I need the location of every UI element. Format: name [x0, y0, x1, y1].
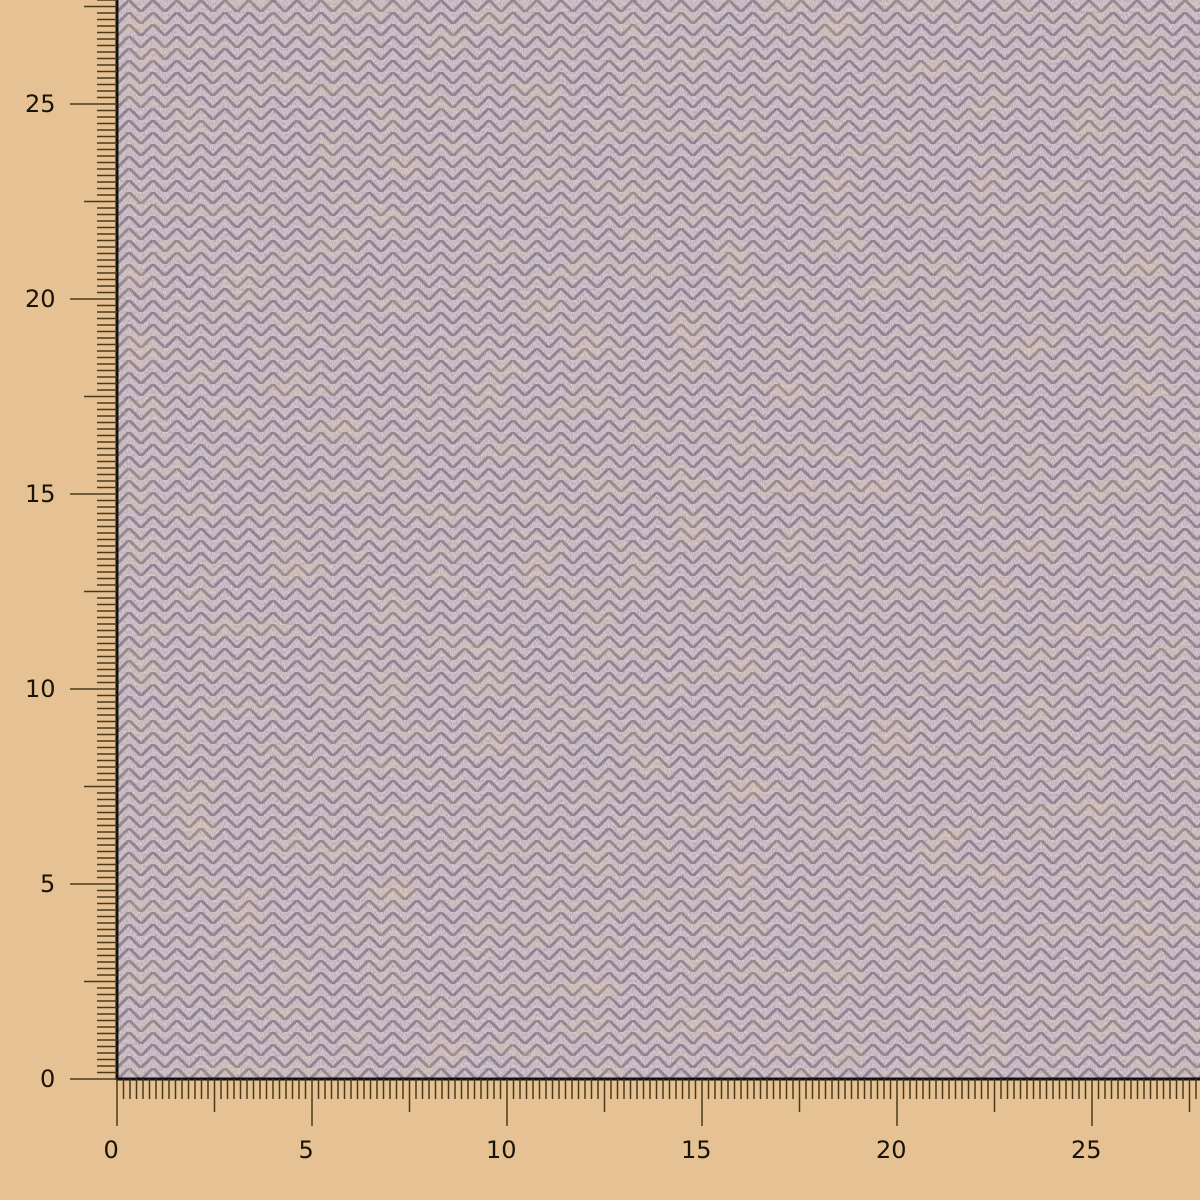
x-tick-label: 5 — [298, 1136, 314, 1164]
fabric-texture — [117, 0, 1200, 1079]
y-tick-label: 5 — [40, 870, 56, 898]
x-tick-label: 0 — [103, 1136, 119, 1164]
y-tick-label: 10 — [25, 675, 56, 703]
y-tick-label: 0 — [40, 1065, 56, 1093]
x-tick-label: 10 — [486, 1136, 517, 1164]
x-tick-label: 25 — [1071, 1136, 1102, 1164]
fabric-swatch — [117, 0, 1200, 1079]
y-tick-label: 20 — [25, 285, 56, 313]
y-tick-label: 25 — [25, 90, 56, 118]
x-tick-label: 15 — [681, 1136, 712, 1164]
y-tick-label: 15 — [25, 480, 56, 508]
x-tick-label: 20 — [876, 1136, 907, 1164]
